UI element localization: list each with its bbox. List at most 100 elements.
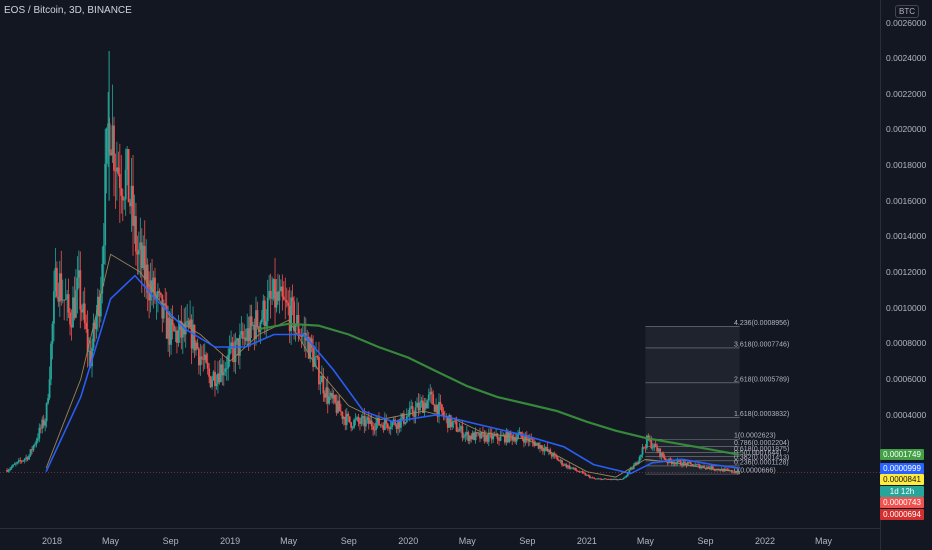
candle-body [498, 439, 500, 441]
candle-body [54, 267, 57, 292]
candle-body [301, 334, 304, 337]
candle-body [133, 216, 136, 226]
candle-body [733, 472, 736, 474]
candle-body [132, 185, 134, 226]
candle-body [629, 468, 632, 471]
candle-body [98, 296, 101, 317]
candle-body [561, 460, 563, 465]
candle-body [145, 264, 148, 280]
candle-body [660, 452, 663, 457]
candle-body [473, 432, 476, 441]
candle-body [610, 478, 613, 480]
candle-body [329, 393, 332, 397]
price-chart[interactable]: 4.236(0.0008956) 3.618(0.0007746) 2.618(0.… [0, 0, 880, 528]
candle-body [337, 400, 339, 413]
candle-body [451, 421, 454, 428]
candle-body [285, 300, 288, 303]
candle-body [411, 406, 414, 414]
candle-body [530, 438, 533, 440]
candle-body [240, 331, 243, 335]
candle-body [580, 471, 582, 473]
candle-body [76, 277, 79, 291]
candle-body [189, 319, 192, 328]
candle-body [725, 469, 727, 470]
candle-body [542, 449, 544, 452]
candle-body [260, 319, 263, 323]
candle-body [334, 395, 336, 403]
candle-body [711, 466, 714, 470]
candle-body [417, 402, 420, 411]
fib-level-label: 3.618(0.0007746) [734, 341, 789, 348]
candle-body [414, 407, 417, 417]
candle-body [48, 379, 51, 398]
price-axis-divider [880, 0, 881, 550]
candle-body [184, 322, 187, 335]
y-tick-label: 0.0026000 [886, 17, 927, 28]
candle-body [566, 465, 569, 468]
candle-body [389, 426, 392, 430]
candle-body [67, 294, 70, 313]
candle-body [193, 324, 196, 351]
candle-body [543, 448, 546, 452]
candle-body [596, 478, 599, 480]
candle-body [44, 421, 47, 426]
x-tick-label: Sep [697, 536, 714, 546]
candle-body [395, 424, 398, 430]
candle-body [432, 394, 435, 405]
candle-body [180, 320, 183, 338]
candle-body [435, 404, 437, 412]
candle-body [562, 464, 565, 466]
candle-body [605, 478, 607, 480]
currency-badge[interactable]: BTC [895, 5, 919, 18]
candle-body [571, 467, 574, 469]
candle-body [694, 464, 697, 466]
candle-body [426, 400, 429, 409]
candle-body [408, 407, 411, 416]
candle-body [441, 404, 443, 412]
y-tick-label: 0.0012000 [886, 267, 927, 278]
candle-body [320, 376, 323, 383]
candle-body [255, 310, 257, 340]
candle-body [278, 290, 281, 301]
candle-body [322, 376, 325, 394]
candle-body [328, 396, 331, 404]
candle-body [309, 338, 312, 359]
candle-body [12, 464, 14, 467]
candle-body [192, 324, 194, 349]
candle-body [230, 342, 233, 349]
candle-body [199, 356, 202, 366]
candle-body [300, 336, 303, 337]
candle-body [584, 473, 587, 476]
candle-body [222, 371, 225, 376]
candle-body [521, 435, 524, 439]
candle-body [502, 434, 505, 436]
candle-body [621, 479, 623, 481]
candle-body [187, 320, 190, 328]
candle-body [319, 382, 322, 385]
candle-body [95, 316, 98, 330]
candle-body [168, 317, 171, 345]
candle-body [423, 402, 426, 413]
candle-body [157, 291, 159, 297]
candle-body [457, 431, 459, 433]
candle-body [149, 280, 152, 301]
candle-body [36, 438, 39, 441]
candle-body [53, 291, 55, 324]
candle-body [496, 433, 499, 440]
candle-body [28, 455, 30, 460]
candle-body [464, 434, 467, 437]
candle-body [484, 434, 487, 442]
candle-body [736, 472, 739, 474]
candle-body [385, 418, 388, 424]
candle-body [38, 427, 41, 439]
candle-body [643, 447, 645, 449]
candle-body [26, 457, 29, 460]
candle-body [10, 466, 13, 469]
candle-body [41, 419, 44, 429]
candle-body [574, 467, 577, 470]
candle-body [641, 447, 644, 455]
candle-body [340, 411, 342, 412]
fib-level-label: 2.618(0.0005789) [734, 376, 789, 383]
candle-body [361, 416, 364, 418]
candle-body [382, 425, 385, 430]
